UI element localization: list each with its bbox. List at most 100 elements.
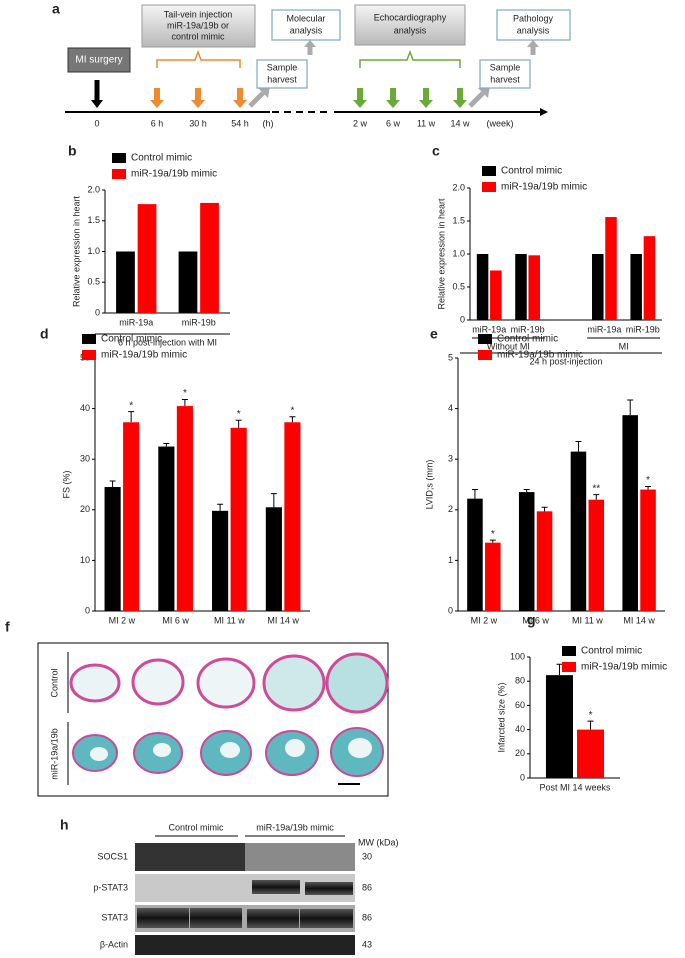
bar bbox=[515, 254, 527, 320]
blot-strip bbox=[135, 935, 355, 955]
bar bbox=[476, 254, 489, 320]
x-tick-label: MI 11 w bbox=[572, 615, 603, 625]
box-text: Molecular bbox=[286, 13, 325, 23]
y-tick-label: 0.5 bbox=[87, 277, 100, 287]
y-tick-label: 2.0 bbox=[452, 182, 465, 192]
x-tick-label: miR-19b bbox=[511, 324, 545, 334]
row-label: miR-19a/19b bbox=[49, 728, 59, 780]
bar bbox=[570, 451, 587, 611]
bracket bbox=[359, 49, 461, 68]
mw-label: 30 bbox=[362, 851, 372, 861]
time-label: 14 w bbox=[450, 118, 470, 128]
significance: * bbox=[646, 475, 650, 486]
significance: * bbox=[589, 710, 593, 721]
significance: * bbox=[491, 529, 495, 540]
legend-swatch bbox=[478, 334, 492, 344]
row-label: Control bbox=[49, 668, 59, 697]
error-bar bbox=[523, 489, 530, 493]
y-tick-label: 0.5 bbox=[452, 281, 465, 291]
y-tick-label: 1.0 bbox=[87, 246, 100, 256]
box-text: Pathology bbox=[513, 13, 554, 23]
significance: * bbox=[290, 405, 294, 416]
panel-label: e bbox=[430, 326, 438, 342]
panel-label: d bbox=[40, 326, 49, 342]
box-text: harvest bbox=[490, 74, 520, 84]
band bbox=[137, 908, 189, 928]
y-tick-label: 0 bbox=[520, 772, 525, 782]
y-tick-label: 40 bbox=[80, 403, 90, 413]
legend-swatch bbox=[82, 334, 96, 344]
x-tick-label: miR-19a bbox=[587, 324, 621, 334]
significance: * bbox=[237, 409, 241, 420]
harvest-box bbox=[479, 59, 531, 89]
echo-arrows bbox=[353, 88, 467, 108]
legend-swatch bbox=[478, 350, 492, 360]
protein-label: β-Actin bbox=[100, 939, 128, 949]
legend-swatch bbox=[112, 153, 126, 163]
y-axis-label: Relative expression in heart bbox=[436, 198, 446, 310]
legend-swatch bbox=[482, 166, 496, 176]
band bbox=[305, 882, 353, 895]
bar bbox=[212, 510, 229, 611]
y-axis-label: Relative expression in heart bbox=[71, 195, 81, 307]
error-bar bbox=[235, 419, 242, 428]
timeline: a MI surgery Tail-vein injection miR-19a… bbox=[52, 1, 571, 128]
y-tick-label: 2.0 bbox=[87, 184, 100, 194]
error-bar bbox=[163, 443, 170, 447]
x-axis-label: 6 h post-injection with MI bbox=[118, 337, 217, 347]
panel-label: c bbox=[432, 143, 440, 159]
time-label: 2 w bbox=[353, 118, 368, 128]
y-tick-label: 100 bbox=[510, 651, 525, 661]
legend-label: Control mimic bbox=[501, 166, 562, 177]
y-tick-label: 5 bbox=[448, 352, 453, 362]
band bbox=[135, 843, 245, 871]
error-bar bbox=[471, 489, 478, 499]
significance: * bbox=[183, 388, 187, 399]
time-label: 6 h bbox=[151, 118, 164, 128]
y-axis-label: LVID;s (mm) bbox=[424, 460, 434, 510]
error-bar bbox=[541, 506, 548, 512]
error-bar bbox=[489, 539, 496, 543]
error-bar bbox=[181, 398, 188, 407]
bar bbox=[176, 406, 193, 611]
legend-swatch bbox=[82, 350, 96, 360]
x-tick-label: MI 2 w bbox=[471, 615, 498, 625]
bar bbox=[467, 498, 483, 611]
time-label: (h) bbox=[263, 118, 274, 128]
error-bar bbox=[109, 480, 116, 488]
x-tick-label: MI 6 w bbox=[522, 615, 549, 625]
arrow bbox=[478, 86, 490, 98]
box-text: harvest bbox=[267, 74, 297, 84]
panel-label: f bbox=[5, 619, 10, 635]
legend-label: Control mimic bbox=[581, 646, 642, 657]
y-tick-label: 30 bbox=[80, 454, 90, 464]
protein-label: SOCS1 bbox=[97, 851, 128, 861]
western-blot: h Control mimic miR-19a/19b mimic MW (kD… bbox=[60, 817, 399, 955]
arrow bbox=[527, 40, 539, 47]
legend-label: Control mimic bbox=[131, 153, 192, 164]
error-bar bbox=[593, 494, 600, 500]
y-tick-label: 0 bbox=[95, 307, 100, 317]
box-text: MI surgery bbox=[75, 55, 122, 66]
harvest-box bbox=[256, 59, 308, 89]
band bbox=[245, 843, 355, 871]
mw-label: 86 bbox=[362, 912, 372, 922]
x-tick-label: MI 14 w bbox=[623, 615, 655, 625]
x-tick-label: Post MI 14 weeks bbox=[539, 782, 611, 792]
bar bbox=[284, 422, 301, 611]
y-tick-label: 20 bbox=[80, 504, 90, 514]
bar bbox=[104, 487, 121, 611]
legend-label: miR-19a/19b mimic bbox=[501, 182, 587, 193]
y-tick-label: 40 bbox=[515, 724, 525, 734]
bar bbox=[588, 499, 605, 611]
group-label: Without MI bbox=[487, 341, 530, 351]
error-bar bbox=[556, 663, 563, 676]
pathology-box bbox=[496, 9, 571, 41]
time-label: 54 h bbox=[231, 118, 249, 128]
bar bbox=[630, 254, 642, 320]
bar bbox=[592, 254, 604, 320]
y-axis-label: FS (%) bbox=[61, 470, 71, 498]
legend-label: Control mimic bbox=[497, 334, 558, 345]
legend-swatch bbox=[112, 169, 126, 179]
